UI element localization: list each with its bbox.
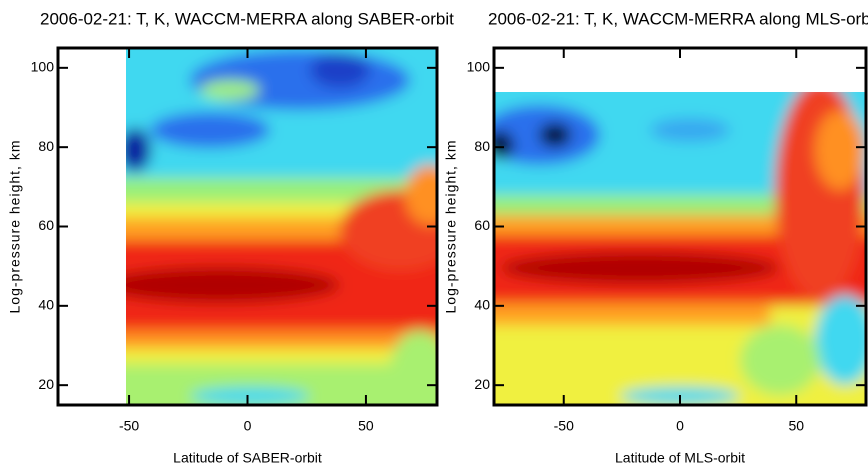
y-tick-label: 80	[474, 138, 490, 154]
x-tick-label: 0	[676, 418, 684, 434]
x-tick-label: 50	[788, 418, 804, 434]
chart-title: 2006-02-21: T, K, WACCM-MERRA along SABE…	[40, 9, 454, 28]
y-tick-label: 100	[467, 59, 491, 75]
x-tick-label: 0	[244, 418, 252, 434]
x-tick-label: 50	[358, 418, 374, 434]
y-tick-label: 20	[38, 376, 54, 392]
temperature-field	[126, 48, 437, 405]
y-tick-label: 40	[38, 297, 54, 313]
y-tick-label: 60	[474, 217, 490, 233]
y-tick-label: 80	[38, 138, 54, 154]
x-axis-label: Latitude of SABER-orbit	[173, 450, 322, 466]
chart-title: 2006-02-21: T, K, WACCM-MERRA along MLS-…	[488, 9, 868, 28]
x-tick-label: -50	[119, 418, 139, 434]
y-axis-label: Log-pressure height, km	[443, 140, 459, 314]
y-axis-label: Log-pressure height, km	[7, 140, 23, 314]
y-tick-label: 20	[474, 376, 490, 392]
y-tick-label: 40	[474, 297, 490, 313]
x-axis-label: Latitude of MLS-orbit	[615, 450, 745, 466]
y-tick-label: 100	[31, 59, 55, 75]
temperature-field	[494, 92, 866, 405]
y-tick-label: 60	[38, 217, 54, 233]
x-tick-label: -50	[554, 418, 574, 434]
